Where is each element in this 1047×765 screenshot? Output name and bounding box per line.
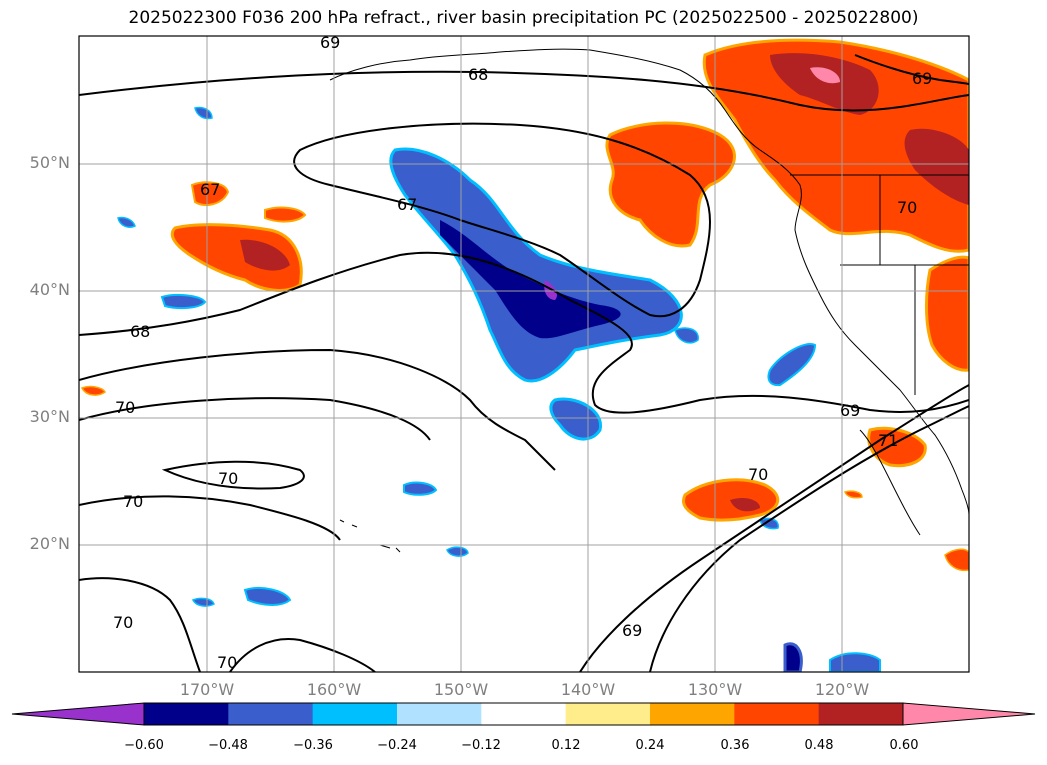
contour-label: 69 <box>840 401 860 420</box>
colorbar-tick: −0.48 <box>208 738 248 753</box>
colorbar-tick: 0.60 <box>889 738 919 753</box>
colorbar-tick: 0.24 <box>635 738 665 753</box>
colorbar-tick: 0.12 <box>551 738 581 753</box>
contour-labels: 69 68 69 67 67 68 70 70 70 70 70 69 70 7… <box>113 33 932 672</box>
colorbar-cell <box>481 703 567 725</box>
contour-label: 70 <box>113 613 133 632</box>
colorbar-cell <box>228 703 314 725</box>
contour-label: 70 <box>218 469 238 488</box>
colorbar-cell <box>397 703 482 725</box>
lon-label: 120°W <box>814 680 870 699</box>
lon-label: 160°W <box>306 680 362 699</box>
colorbar-cell <box>144 703 229 725</box>
contour-label: 69 <box>912 69 932 88</box>
lat-label: 20°N <box>29 534 70 553</box>
contour-label: 69 <box>320 33 340 52</box>
contour-label: 71 <box>878 431 898 450</box>
colorbar-cell <box>312 703 398 725</box>
lon-label: 150°W <box>433 680 489 699</box>
contour-label: 67 <box>397 195 417 214</box>
coastlines <box>329 48 969 553</box>
contour-label: 70 <box>897 198 917 217</box>
colorbar-tick: 0.36 <box>720 738 750 753</box>
contour-label: 70 <box>217 653 237 672</box>
colorbar-tick: −0.12 <box>461 738 501 753</box>
colorbar <box>11 702 1036 726</box>
map-plot: 69 68 69 67 67 68 70 70 70 70 70 69 70 7… <box>78 33 970 673</box>
colorbar-extend-low <box>12 703 144 725</box>
colorbar-tick: −0.60 <box>124 738 164 753</box>
colorbar-tick: 0.48 <box>804 738 834 753</box>
contour-label: 68 <box>468 65 488 84</box>
contour-label: 67 <box>200 180 220 199</box>
colorbar-cell <box>650 703 735 725</box>
contour-label: 70 <box>123 492 143 511</box>
lat-label: 40°N <box>29 280 70 299</box>
colorbar-tick: −0.24 <box>377 738 417 753</box>
positive-anomaly-shading <box>80 38 969 572</box>
contour-label: 68 <box>130 322 150 341</box>
lon-label: 130°W <box>687 680 743 699</box>
contour-label: 70 <box>115 398 135 417</box>
lat-label: 30°N <box>29 407 70 426</box>
contour-label: 70 <box>748 465 768 484</box>
colorbar-cell <box>818 703 904 725</box>
map-title: 2025022300 F036 200 hPa refract., river … <box>128 8 919 28</box>
contour-label: 69 <box>622 621 642 640</box>
colorbar-cell <box>734 703 820 725</box>
gridlines <box>79 36 969 672</box>
refractivity-contours <box>79 54 969 672</box>
map-frame <box>78 35 970 673</box>
negative-anomaly-shading <box>117 106 881 672</box>
lat-label: 50°N <box>29 153 70 172</box>
colorbar-tick: −0.36 <box>293 738 333 753</box>
colorbar-extend-high <box>903 703 1035 725</box>
lon-label: 170°W <box>179 680 235 699</box>
lon-label: 140°W <box>560 680 616 699</box>
colorbar-cell <box>565 703 651 725</box>
